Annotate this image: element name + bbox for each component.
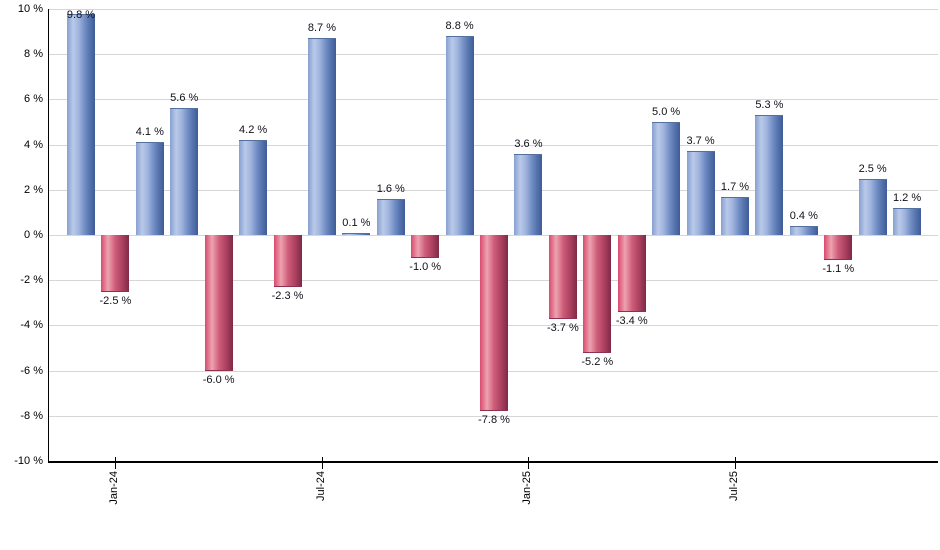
bar-value-label: 0.1 % [342,216,371,229]
x-axis [48,461,938,463]
bar [67,13,95,235]
bar [686,151,715,235]
bar-value-label: 3.6 % [514,137,543,150]
y-axis-tick-label: -10 % [14,455,43,467]
bar [204,235,233,371]
x-axis-tick [115,457,117,469]
bar-value-label: 5.6 % [170,92,199,105]
bar-value-label: -1.0 % [409,260,442,273]
y-axis-tick-label: 2 % [24,183,43,196]
gridline [48,144,938,146]
bar [583,235,612,353]
bar [480,235,509,412]
bar [652,122,681,235]
bar-value-label: 9.8 % [66,9,96,21]
bar [307,38,336,235]
y-axis-tick-label: -4 % [20,319,43,332]
y-axis-tick-label: -2 % [20,274,43,287]
bar-value-label: 1.7 % [720,180,750,193]
bar-value-label: 2.5 % [858,162,887,175]
x-axis-tick [734,457,736,469]
bar [445,36,474,235]
bar [135,142,164,235]
bar [411,235,440,258]
y-axis-tick-label: 4 % [24,138,43,151]
bar-value-label: -7.8 % [478,414,510,427]
bar [755,115,784,235]
bar [720,196,749,235]
gridline [48,99,938,101]
bar-value-label: -1.1 % [822,262,855,275]
bar-value-label: 8.7 % [307,22,336,35]
bar [858,178,887,235]
bar-value-label: 0.4 % [789,209,818,222]
bar-value-label: 1.2 % [893,191,922,204]
bar [273,235,302,287]
bar-value-label: 5.3 % [755,99,784,112]
bar-value-label: -6.0 % [202,373,235,386]
bar-value-label: -5.2 % [581,355,614,368]
y-axis [48,9,49,463]
bar [789,225,818,235]
y-axis-tick-label: 8 % [24,48,43,61]
bar [239,140,268,235]
bar-value-label: -3.4 % [615,314,648,327]
x-axis-tick-label: Jan-24 [108,471,121,505]
bar-value-label: 4.2 % [239,124,268,137]
y-axis-tick-label: 0 % [24,229,43,241]
bar-value-label: 4.1 % [135,126,164,139]
y-axis-tick-label: -6 % [20,364,43,377]
bar [101,235,130,292]
y-axis-tick-label: -8 % [20,409,43,422]
bar [824,235,853,260]
bar [514,153,543,235]
bar-value-label: -3.7 % [546,321,579,334]
bar [548,235,577,319]
bar [893,207,922,235]
x-axis-tick [528,457,530,469]
bar-value-label: 5.0 % [652,106,681,118]
gridline [48,189,938,191]
bar-value-label: -2.5 % [99,294,132,307]
gridline [48,415,938,417]
x-axis-tick [321,457,323,469]
x-axis-tick-label: Jul-25 [727,471,740,501]
bar-value-label: -2.3 % [271,289,304,302]
x-axis-tick-label: Jan-25 [521,471,534,505]
gridline [48,9,938,10]
bar-value-label: 3.7 % [686,135,715,148]
y-axis-tick-label: 6 % [24,93,43,106]
bar-value-label: 1.6 % [376,182,405,195]
gridline [48,54,938,56]
y-axis-tick-label: 10 % [17,3,43,15]
bar [617,235,646,312]
bar-value-label: 8.8 % [445,20,474,33]
bar [342,232,371,235]
bar [376,198,405,235]
bar [170,108,199,235]
x-axis-tick-label: Jul-24 [314,471,327,501]
